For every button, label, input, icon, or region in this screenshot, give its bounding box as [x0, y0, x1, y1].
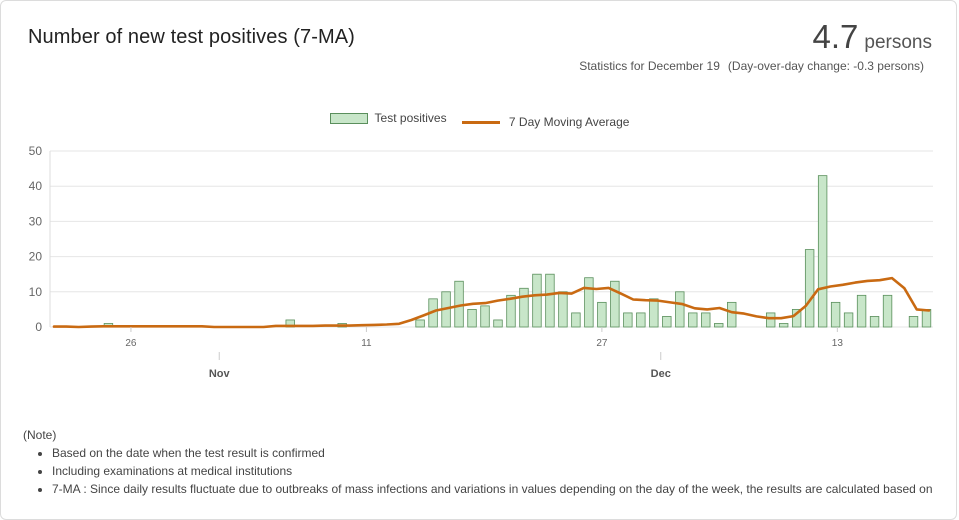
bar [804, 249, 815, 328]
bar [701, 312, 711, 328]
bar [506, 294, 516, 328]
note-item: Including examinations at medical instit… [52, 462, 943, 480]
bar [623, 312, 633, 328]
stats-date: Statistics for December 19 [579, 59, 720, 73]
bar [649, 298, 659, 328]
x-tick-label: 27 [596, 338, 608, 349]
bar [545, 273, 555, 328]
bar [908, 316, 919, 328]
y-tick-label: 10 [29, 285, 43, 299]
bar [636, 312, 646, 328]
legend-line-label: 7 Day Moving Average [508, 115, 630, 129]
headline-unit: persons [864, 32, 932, 53]
bar [675, 291, 685, 328]
stats-change: (Day-over-day change: -0.3 persons) [727, 59, 924, 73]
x-tick-label: 11 [361, 338, 372, 349]
bar [584, 277, 594, 328]
month-label: Nov [209, 368, 231, 380]
bar [480, 305, 490, 328]
bar [843, 312, 854, 328]
note-item: 7-MA : Since daily results fluctuate due… [52, 480, 943, 498]
bar [688, 312, 698, 328]
bar [830, 301, 841, 328]
bar [415, 319, 425, 328]
note-item: Based on the date when the test result i… [52, 444, 943, 462]
bar [519, 287, 529, 328]
bar [493, 319, 503, 328]
headline-value: 4.7 [812, 18, 859, 55]
bar [662, 316, 672, 328]
notes-list: Based on the date when the test result i… [23, 444, 943, 498]
headline-value-group: 4.7 persons [813, 18, 932, 56]
bar [921, 308, 932, 328]
notes-section: (Note) Based on the date when the test r… [23, 428, 943, 498]
legend-line-swatch [461, 120, 500, 124]
bar [778, 323, 789, 328]
y-tick-label: 50 [29, 144, 43, 158]
chart-title: Number of new test positives (7-MA) [28, 26, 355, 48]
x-tick-label: 26 [125, 338, 137, 349]
bar [467, 308, 477, 328]
bar [856, 294, 867, 328]
moving-average-line [52, 276, 931, 329]
bar [532, 273, 542, 328]
bar [714, 323, 724, 328]
chart-plot: 0 10 20 30 40 50 26 11 27 13 Nov Dec [29, 144, 933, 380]
y-tick-label: 40 [29, 179, 43, 193]
bar [765, 312, 776, 328]
bar [727, 301, 737, 328]
legend-item-bars[interactable]: Test positives [329, 111, 447, 125]
bar [882, 294, 893, 328]
legend-bar-swatch [329, 112, 368, 124]
bar [869, 316, 880, 328]
bar [791, 308, 802, 328]
bar [610, 280, 620, 328]
bar [597, 301, 607, 328]
stats-caption: Statistics for December 19 (Day-over-day … [579, 59, 924, 73]
legend-bar-label: Test positives [374, 111, 447, 125]
y-tick-label: 20 [29, 250, 43, 264]
bar [817, 175, 828, 328]
y-tick-label: 30 [29, 214, 43, 228]
chart-legend: Test positives 7 Day Moving Average [0, 111, 959, 129]
bar [558, 291, 568, 328]
x-tick-label: 13 [832, 338, 844, 349]
y-tick-label: 0 [35, 320, 42, 334]
legend-item-line[interactable]: 7 Day Moving Average [461, 115, 630, 129]
notes-heading: (Note) [23, 428, 57, 442]
month-label: Dec [651, 368, 671, 380]
bar [571, 312, 581, 328]
